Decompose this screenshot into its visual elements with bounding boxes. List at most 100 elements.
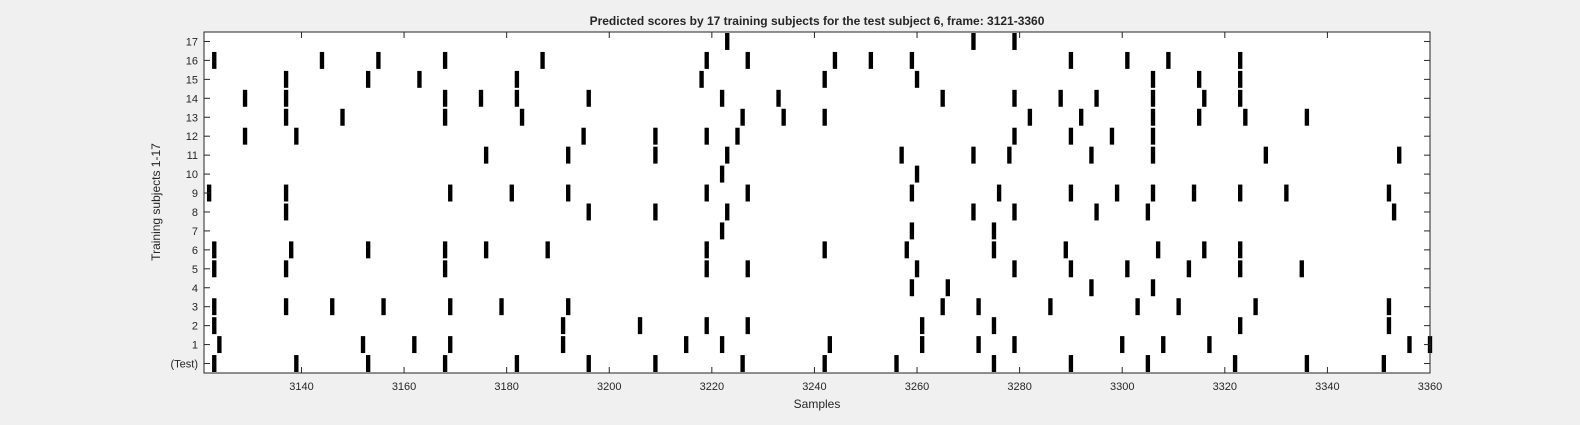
y-tick-label-7: 7 <box>192 226 198 238</box>
event-mark-row-15-5 <box>822 70 827 88</box>
event-mark-row-3-12 <box>1253 298 1258 316</box>
event-mark-row-15-8 <box>1196 70 1202 88</box>
event-mark-row-2-4 <box>745 317 750 335</box>
event-mark-row-8-5 <box>1012 203 1017 221</box>
event-mark-row-9-5 <box>704 184 709 202</box>
event-mark-row-3-9 <box>1048 298 1053 316</box>
event-mark-row-6-0 <box>212 241 217 259</box>
event-mark-row-1-14 <box>1407 336 1412 354</box>
event-mark-row-14-14 <box>1238 89 1243 107</box>
event-mark-row-8-2 <box>653 203 658 221</box>
event-mark-row-14-12 <box>1150 89 1156 107</box>
event-mark-row-11-3 <box>725 146 730 164</box>
event-mark-row-test-8 <box>822 355 827 372</box>
event-mark-row-6-10 <box>1063 241 1068 259</box>
event-mark-row-6-7 <box>822 241 827 259</box>
event-mark-row-13-9 <box>1150 108 1156 126</box>
event-mark-row-6-9 <box>991 241 997 259</box>
y-tick-label-14: 14 <box>186 93 198 105</box>
event-mark-row-17-0 <box>725 33 730 50</box>
event-mark-row-14-3 <box>478 89 484 107</box>
event-mark-row-1-11 <box>1120 336 1125 354</box>
event-mark-row-16-2 <box>376 51 381 69</box>
event-mark-row-15-1 <box>365 70 371 88</box>
y-tick-label-4: 4 <box>192 283 198 295</box>
event-mark-row-test-14 <box>1304 355 1310 372</box>
event-mark-row-2-8 <box>1386 317 1392 335</box>
event-mark-row-16-7 <box>832 51 838 69</box>
event-mark-row-15-7 <box>1150 70 1156 88</box>
event-mark-row-3-0 <box>212 298 217 316</box>
event-mark-row-16-3 <box>442 51 448 69</box>
event-mark-row-15-4 <box>699 70 704 88</box>
x-tick-label-11: 3360 <box>1418 381 1442 393</box>
event-mark-row-11-5 <box>971 146 976 164</box>
event-mark-row-16-1 <box>319 51 325 69</box>
event-mark-row-8-3 <box>725 203 730 221</box>
event-mark-row-test-5 <box>586 355 591 372</box>
event-mark-row-9-10 <box>1114 184 1120 202</box>
event-mark-row-3-5 <box>499 298 504 316</box>
event-mark-row-12-6 <box>1012 127 1017 145</box>
event-mark-row-15-3 <box>514 70 520 88</box>
event-mark-row-3-3 <box>381 298 386 316</box>
event-mark-row-11-9 <box>1263 146 1269 164</box>
event-mark-row-5-6 <box>1012 260 1017 278</box>
event-mark-row-test-7 <box>740 355 745 372</box>
event-mark-row-12-9 <box>1150 127 1156 145</box>
event-mark-row-11-4 <box>899 146 904 164</box>
event-mark-row-5-11 <box>1299 260 1304 278</box>
axes-box <box>203 31 1431 374</box>
chart-title: Predicted scores by 17 training subjects… <box>590 14 1045 28</box>
event-mark-row-11-8 <box>1150 146 1156 164</box>
event-mark-row-16-4 <box>540 51 545 69</box>
event-mark-row-14-8 <box>940 89 945 107</box>
event-mark-row-8-7 <box>1145 203 1151 221</box>
y-tick-label-0: (Test) <box>171 359 199 371</box>
axes-background <box>204 32 1430 373</box>
y-tick-label-10: 10 <box>186 169 198 181</box>
event-mark-row-15-6 <box>914 70 920 88</box>
event-mark-row-3-6 <box>566 298 571 316</box>
event-mark-row-9-11 <box>1150 184 1156 202</box>
event-mark-row-3-10 <box>1135 298 1140 316</box>
event-mark-row-6-12 <box>1202 241 1207 259</box>
event-mark-row-5-9 <box>1186 260 1192 278</box>
event-mark-row-6-11 <box>1155 241 1161 259</box>
event-mark-row-test-12 <box>1145 355 1151 372</box>
event-mark-row-13-5 <box>781 108 786 126</box>
event-mark-row-12-7 <box>1068 127 1074 145</box>
event-mark-row-1-4 <box>560 336 566 354</box>
x-tick-label-8: 3300 <box>1110 381 1134 393</box>
event-mark-row-2-3 <box>704 317 709 335</box>
event-mark-row-test-10 <box>991 355 997 372</box>
event-mark-row-12-2 <box>581 127 586 145</box>
event-mark-row-16-6 <box>745 51 750 69</box>
event-mark-row-16-11 <box>1125 51 1130 69</box>
event-mark-row-6-4 <box>483 241 489 259</box>
event-mark-row-17-1 <box>971 33 976 50</box>
event-mark-row-9-2 <box>448 184 453 202</box>
x-tick-label-7: 3280 <box>1007 381 1031 393</box>
y-tick-label-12: 12 <box>186 131 198 143</box>
event-mark-row-8-0 <box>283 203 289 221</box>
event-mark-row-1-5 <box>684 336 689 354</box>
event-mark-row-test-4 <box>514 355 520 372</box>
event-mark-row-13-0 <box>283 108 289 126</box>
event-mark-row-13-6 <box>822 108 827 126</box>
y-tick-label-8: 8 <box>192 207 198 219</box>
event-marks <box>206 33 1433 372</box>
event-mark-row-5-7 <box>1068 260 1074 278</box>
event-mark-row-1-9 <box>976 336 981 354</box>
event-mark-row-14-7 <box>776 89 781 107</box>
event-mark-row-4-3 <box>1150 279 1156 297</box>
x-tick-label-1: 3160 <box>392 381 416 393</box>
event-mark-row-15-2 <box>417 70 422 88</box>
event-mark-row-test-6 <box>653 355 658 372</box>
event-mark-row-8-6 <box>1094 203 1099 221</box>
event-mark-row-13-2 <box>442 108 448 126</box>
event-mark-row-12-1 <box>294 127 299 145</box>
x-tick-label-4: 3220 <box>700 381 724 393</box>
event-mark-row-10-1 <box>914 165 920 183</box>
x-axis-label: Samples <box>794 397 841 411</box>
